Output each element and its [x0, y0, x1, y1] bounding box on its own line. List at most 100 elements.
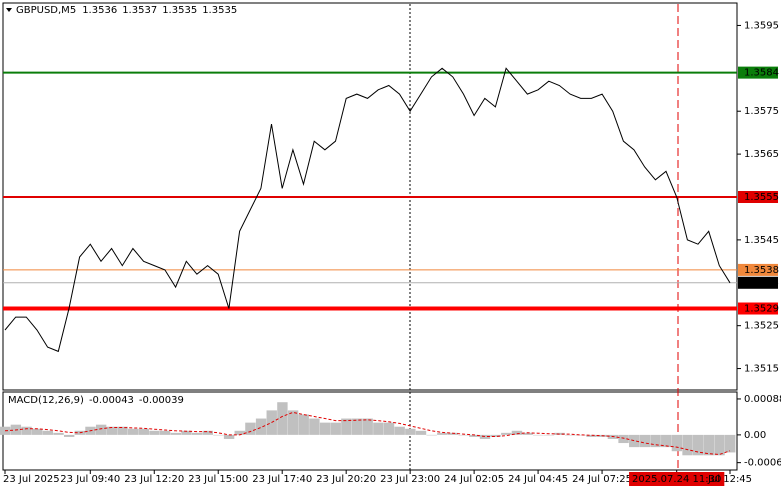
macd-bar: [53, 432, 64, 435]
price-tag-label: 1.3584: [744, 68, 779, 79]
macd-bar: [117, 426, 128, 435]
macd-bar: [511, 430, 523, 435]
macd-bar: [63, 434, 75, 437]
ohlc-value: 1.3535: [202, 5, 237, 16]
price-tag-label: 1.3535: [744, 278, 779, 289]
x-tick-label: 24 Jul 07:25: [572, 474, 632, 485]
price-tag-label: 1.3538: [744, 265, 779, 276]
y-tick-label: 1.3565: [744, 149, 779, 160]
macd-bar: [373, 422, 384, 435]
ohlc-value: 1.3536: [82, 5, 117, 16]
macd-bar: [223, 434, 235, 439]
macd-bar: [245, 422, 256, 435]
macd-bar: [213, 434, 224, 436]
macd-bar: [127, 428, 139, 435]
price-tag-label: 1.3529: [744, 304, 779, 315]
macd-bar: [618, 434, 629, 444]
x-tick-label: 23 Jul 12:20: [124, 474, 184, 485]
macd-bar: [565, 434, 576, 436]
macd-bar: [447, 432, 459, 435]
macd-title: MACD(12,26,9): [8, 395, 84, 406]
menu-arrow: [6, 8, 12, 12]
macd-bar: [426, 434, 437, 436]
price-tag: [738, 263, 778, 276]
y-tick-label: 1.3575: [744, 106, 779, 117]
y-tick-label: 1.3515: [744, 364, 779, 375]
y-tick-label: -0.00068: [744, 458, 781, 469]
macd-bar: [671, 434, 683, 452]
macd-bar: [277, 402, 288, 435]
macd-bar: [383, 422, 395, 435]
macd-bar: [469, 434, 480, 437]
macd-bar: [106, 426, 118, 435]
macd-bar: [330, 422, 341, 435]
macd-bar: [405, 428, 416, 435]
x-tick-label: 23 Jul 15:00: [188, 474, 248, 485]
macd-bar: [703, 434, 715, 456]
macd-bar: [522, 432, 533, 435]
macd-bar: [693, 434, 704, 456]
symbol: GBPUSD,M5: [16, 5, 76, 16]
macd-bar: [95, 424, 107, 435]
macd-bar: [725, 434, 736, 453]
macd-bar: [181, 430, 192, 435]
macd-bar: [394, 426, 405, 435]
macd-bar: [319, 422, 331, 435]
x-tick-label: 23 Jul 23:00: [380, 474, 440, 485]
macd-bar: [479, 434, 491, 439]
x-tick-label: 23 Jul 20:20: [316, 474, 376, 485]
macd-bar: [31, 428, 43, 435]
time-marker-tag: [629, 472, 725, 486]
macd-bar: [287, 410, 299, 435]
macd-bar: [351, 418, 363, 435]
macd-bar: [586, 434, 597, 437]
macd-bar: [661, 434, 672, 448]
x-tick-label: 2025.07.24 11:30: [632, 474, 721, 485]
macd-bar: [234, 430, 245, 435]
price-tag: [738, 66, 778, 79]
macd-bar: [458, 434, 469, 436]
macd-bar: [138, 428, 150, 435]
macd-bar: [255, 418, 267, 435]
macd-value: -0.00039: [139, 395, 184, 406]
macd-bar: [501, 432, 512, 435]
macd-bar: [650, 434, 661, 448]
ohlc-value: 1.3535: [162, 5, 197, 16]
macd-bar: [415, 430, 427, 435]
macd-bar: [341, 418, 352, 435]
x-tick-label: 23 Jul 2025: [3, 474, 60, 485]
signal-line: [4, 411, 731, 456]
y-tick-label: 1.3525: [744, 321, 779, 332]
macd-bar: [21, 426, 32, 435]
ohlc-value: 1.3537: [122, 5, 157, 16]
x-tick-label: 24 Jul 04:45: [508, 474, 568, 485]
macd-bar: [437, 432, 448, 435]
macd-bar: [490, 434, 501, 437]
macd-bar: [639, 434, 651, 448]
macd-bar: [309, 418, 320, 435]
x-tick-label: 23 Jul 09:40: [60, 474, 120, 485]
price-tag: [738, 276, 778, 289]
macd-bar: [362, 418, 373, 435]
y-tick-label: 0.00088: [744, 394, 781, 405]
x-tick-label: Jul 12:45: [707, 474, 752, 485]
macd-bar: [191, 432, 203, 435]
macd-value: -0.00043: [89, 395, 134, 406]
x-tick-label: 23 Jul 17:40: [252, 474, 312, 485]
price-line: [4, 67, 731, 353]
price-tag-label: 1.3555: [744, 192, 779, 203]
macd-bar: [629, 434, 640, 448]
y-tick-label: 0.00: [744, 430, 766, 441]
macd-bar: [533, 434, 544, 436]
macd-bar: [170, 432, 181, 435]
macd-bar: [42, 430, 54, 435]
macd-bar: [543, 434, 555, 436]
price-tag: [738, 191, 778, 203]
y-tick-label: 1.3595: [744, 20, 779, 31]
price-tag: [738, 302, 778, 315]
macd-bar: [149, 430, 160, 435]
macd-bar: [714, 434, 725, 456]
macd-bar: [202, 430, 213, 435]
